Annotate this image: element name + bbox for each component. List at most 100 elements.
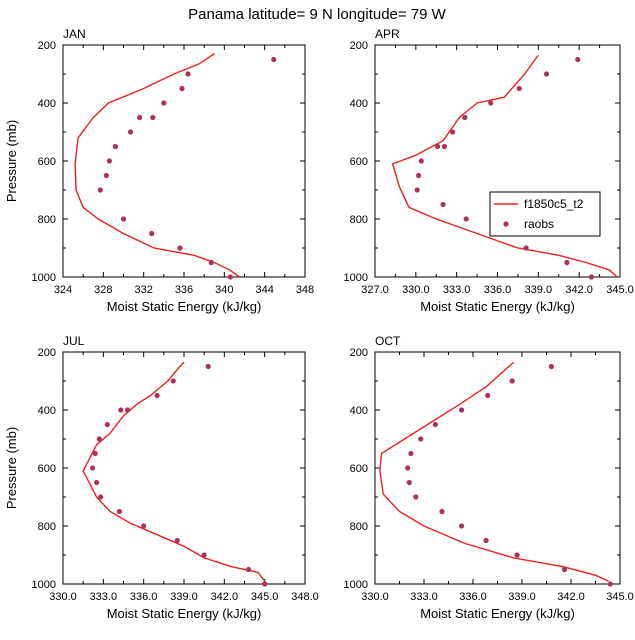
x-tick-label: 339.0 bbox=[525, 284, 553, 296]
y-tick-label: 1000 bbox=[32, 579, 56, 591]
raobs-point bbox=[94, 479, 100, 486]
model-line bbox=[379, 361, 609, 582]
raobs-point bbox=[201, 552, 207, 558]
raobs-point bbox=[462, 114, 468, 121]
raobs-point bbox=[208, 259, 214, 266]
raobs-point bbox=[104, 421, 110, 428]
x-tick-label: 340 bbox=[215, 284, 233, 296]
x-tick-label: 342.0 bbox=[565, 284, 593, 296]
x-tick-label: 327.0 bbox=[361, 284, 389, 296]
raobs-point bbox=[607, 581, 613, 587]
model-line bbox=[74, 53, 240, 278]
x-tick-label: 328 bbox=[94, 284, 112, 296]
raobs-point bbox=[205, 363, 211, 370]
raobs-point bbox=[174, 537, 180, 544]
x-tick-label: 345.0 bbox=[606, 591, 634, 603]
raobs-point bbox=[561, 566, 568, 573]
y-tick-label: 200 bbox=[350, 347, 368, 359]
raobs-point bbox=[137, 114, 143, 121]
raobs-point bbox=[548, 363, 555, 370]
raobs-point bbox=[432, 421, 439, 428]
panel-oct: OCT 330.0 333.0 336.0 339.0 342.0 345.0 200 400 6… bbox=[344, 334, 634, 621]
figure-title: Panama latitude= 9 N longitude= 79 W bbox=[188, 6, 447, 23]
model-line bbox=[82, 361, 266, 582]
x-tick-label: 348.0 bbox=[291, 591, 319, 603]
raobs-point bbox=[118, 407, 124, 413]
raobs-point bbox=[418, 158, 424, 164]
raobs-point bbox=[488, 100, 494, 106]
x-tick-label: 336.0 bbox=[459, 591, 487, 603]
x-tick-label: 336.0 bbox=[130, 591, 158, 603]
raobs-point bbox=[89, 465, 96, 471]
y-tick-label: 600 bbox=[350, 463, 368, 475]
raobs-point bbox=[509, 378, 515, 384]
raobs-point bbox=[262, 581, 268, 587]
x-tick-label: 348 bbox=[296, 284, 314, 296]
x-axis-label: Moist Static Energy (kJ/kg) bbox=[420, 299, 575, 314]
panel-jan: JAN 324 328 332 336 340 344 348 200 400 600 800 1000… bbox=[4, 27, 314, 314]
raobs-point bbox=[124, 407, 131, 413]
x-axis-label: Moist Static Energy (kJ/kg) bbox=[107, 299, 262, 314]
y-tick-label: 200 bbox=[38, 347, 56, 359]
raobs-point bbox=[414, 187, 420, 193]
x-tick-label: 333.0 bbox=[443, 284, 471, 296]
y-tick-label: 600 bbox=[38, 463, 56, 475]
raobs-point bbox=[271, 56, 277, 63]
raobs-point bbox=[103, 172, 109, 179]
raobs-point bbox=[408, 450, 414, 457]
raobs-point bbox=[116, 508, 123, 515]
x-tick-label: 330.0 bbox=[49, 591, 77, 603]
y-tick-label: 800 bbox=[38, 521, 56, 533]
x-tick-label: 336.0 bbox=[484, 284, 512, 296]
plot-frame bbox=[62, 351, 306, 585]
raobs-point bbox=[449, 129, 456, 135]
raobs-point bbox=[483, 537, 489, 544]
raobs-point bbox=[177, 245, 183, 251]
raobs-point bbox=[150, 114, 156, 121]
raobs-point bbox=[96, 436, 102, 442]
raobs-point bbox=[564, 259, 570, 266]
x-tick-label: 330.0 bbox=[402, 284, 430, 296]
x-tick-label: 345.0 bbox=[606, 284, 634, 296]
raobs-point bbox=[406, 479, 412, 486]
x-tick-label: 339.0 bbox=[170, 591, 198, 603]
raobs-point bbox=[405, 465, 411, 471]
x-tick-label: 332 bbox=[134, 284, 152, 296]
raobs-point bbox=[458, 523, 465, 529]
raobs-point bbox=[418, 436, 424, 442]
y-tick-label: 800 bbox=[350, 214, 368, 226]
raobs-point bbox=[463, 216, 469, 222]
y-tick-label: 400 bbox=[38, 98, 56, 110]
raobs-point bbox=[92, 450, 98, 457]
raobs-point bbox=[415, 172, 422, 179]
raobs-point bbox=[435, 143, 441, 150]
x-tick-label: 342.0 bbox=[211, 591, 239, 603]
raobs-point bbox=[127, 129, 134, 135]
panel-apr: APR 327.0 330.0 333.0 336.0 339.0 342.0 345.0 20… bbox=[344, 27, 634, 314]
y-tick-label: 400 bbox=[350, 405, 368, 417]
raobs-point bbox=[516, 85, 522, 92]
y-tick-label: 800 bbox=[38, 214, 56, 226]
x-tick-label: 345.0 bbox=[251, 591, 279, 603]
panel-label: JUL bbox=[63, 334, 85, 348]
y-axis-label: Pressure (mb) bbox=[4, 427, 19, 509]
y-axis-label: Pressure (mb) bbox=[4, 120, 19, 202]
panel-label: OCT bbox=[375, 334, 401, 348]
x-tick-label: 333.0 bbox=[90, 591, 118, 603]
x-tick-label: 342.0 bbox=[557, 591, 585, 603]
plot-frame bbox=[374, 351, 621, 585]
raobs-point bbox=[149, 230, 155, 237]
raobs-point bbox=[112, 143, 119, 150]
raobs-point bbox=[179, 85, 185, 92]
legend-model-label: f1850c5_t2 bbox=[524, 197, 584, 211]
y-tick-label: 200 bbox=[38, 40, 56, 52]
y-tick-label: 400 bbox=[350, 98, 368, 110]
raobs-point bbox=[106, 158, 112, 164]
raobs-point bbox=[154, 392, 160, 399]
y-tick-label: 400 bbox=[38, 405, 56, 417]
raobs-point bbox=[575, 56, 581, 63]
x-tick-label: 324 bbox=[54, 284, 72, 296]
y-tick-label: 1000 bbox=[344, 579, 368, 591]
raobs-point bbox=[227, 274, 233, 280]
